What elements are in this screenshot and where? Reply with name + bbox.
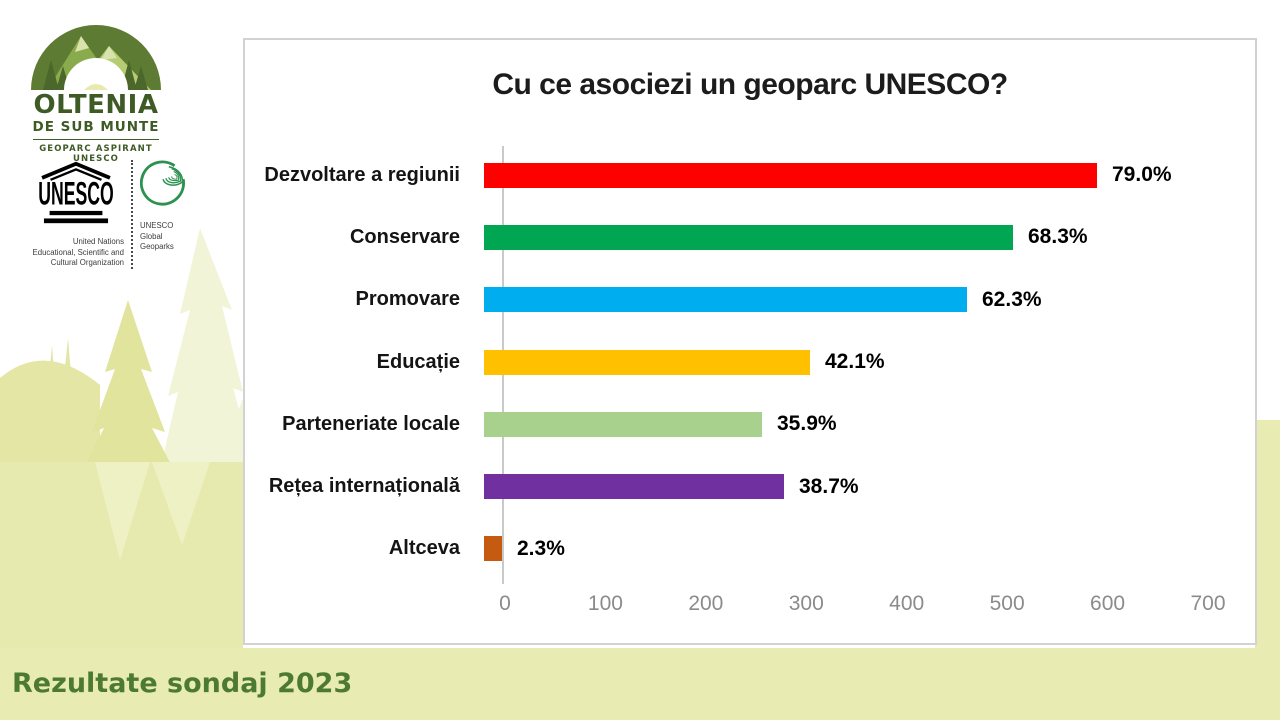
category-label: Educație bbox=[376, 350, 460, 373]
bar-area: 42.1% bbox=[482, 331, 1255, 393]
x-axis-tick: 100 bbox=[587, 592, 623, 615]
bar-area: 79.0% bbox=[482, 144, 1255, 206]
x-axis-tick: 200 bbox=[688, 592, 724, 615]
unesco-org-line: United Nations bbox=[72, 237, 124, 246]
chart-row: Educație 42.1% bbox=[245, 331, 1255, 393]
chart-panel: Cu ce asociezi un geoparc UNESCO? Dezvol… bbox=[243, 38, 1257, 645]
chart-row: Dezvoltare a regiunii 79.0% bbox=[245, 144, 1255, 206]
slide-caption: Rezultate sondaj 2023 bbox=[12, 668, 353, 699]
bar bbox=[484, 162, 1097, 188]
bar-area: 2.3% bbox=[482, 518, 1255, 580]
unesco-temple-icon: UNESCO bbox=[38, 161, 114, 224]
value-label: 38.7% bbox=[799, 474, 859, 498]
bar-area: 35.9% bbox=[482, 393, 1255, 455]
unesco-org-line: Cultural Organization bbox=[50, 258, 124, 268]
geoparks-line: UNESCO bbox=[140, 221, 174, 230]
x-axis-tick: 400 bbox=[889, 592, 925, 615]
value-label: 42.1% bbox=[825, 350, 885, 374]
unesco-logos: UNESCO United Nations Educational, Scien… bbox=[28, 160, 228, 269]
chart-row: Promovare 62.3% bbox=[245, 269, 1255, 331]
category-label: Dezvoltare a regiunii bbox=[264, 163, 460, 186]
value-label: 35.9% bbox=[777, 412, 837, 436]
value-label: 79.0% bbox=[1112, 163, 1172, 187]
chart-row: Rețea internațională 38.7% bbox=[245, 455, 1255, 517]
category-label: Parteneriate locale bbox=[282, 412, 460, 435]
bar bbox=[484, 411, 762, 437]
category-label: Rețea internațională bbox=[268, 475, 460, 498]
dotted-divider bbox=[131, 160, 133, 269]
bar bbox=[484, 536, 502, 562]
geoparks-line: Global bbox=[140, 231, 163, 241]
unesco-temple-label: UNESCO bbox=[38, 174, 113, 211]
x-axis-tick: 500 bbox=[989, 592, 1025, 615]
bar-area: 38.7% bbox=[482, 455, 1255, 517]
x-axis-tick: 300 bbox=[788, 592, 824, 615]
x-axis-tick: 0 bbox=[499, 592, 511, 615]
geoparks-line: Geoparks bbox=[140, 242, 174, 252]
unesco-org-text: United Nations Educational, Scientific a… bbox=[28, 237, 124, 269]
x-axis-tick: 700 bbox=[1190, 592, 1226, 615]
bar-area: 62.3% bbox=[482, 269, 1255, 331]
x-axis-tick: 600 bbox=[1090, 592, 1126, 615]
bar bbox=[484, 474, 784, 500]
value-label: 2.3% bbox=[517, 536, 565, 560]
chart-row: Altceva 2.3% bbox=[245, 518, 1255, 580]
bar-chart: Dezvoltare a regiunii 79.0% Conservare 68.3… bbox=[245, 144, 1255, 580]
logo-tagline: GEOPARC ASPIRANT UNESCO bbox=[39, 144, 153, 164]
bar-area: 68.3% bbox=[482, 206, 1255, 268]
bar bbox=[484, 349, 810, 375]
unesco-global-geoparks-icon bbox=[139, 160, 185, 206]
category-label: Conservare bbox=[349, 225, 460, 248]
bar bbox=[484, 224, 1013, 250]
value-label: 68.3% bbox=[1028, 225, 1088, 249]
category-label: Altceva bbox=[388, 537, 460, 560]
x-axis-ticks: 0 100 200 300 400 500 600 700 bbox=[499, 592, 1226, 618]
unesco-org-line: Educational, Scientific and bbox=[32, 247, 124, 257]
value-label: 62.3% bbox=[982, 287, 1042, 311]
logo-title: OLTENIA bbox=[33, 90, 159, 120]
chart-row: Parteneriate locale 35.9% bbox=[245, 393, 1255, 455]
oltenia-logo: OLTENIA DE SUB MUNTE GEOPARC ASPIRANT UN… bbox=[25, 8, 167, 164]
logo-subtitle: DE SUB MUNTE bbox=[32, 119, 160, 140]
bar bbox=[484, 287, 967, 313]
category-label: Promovare bbox=[355, 288, 461, 311]
chart-row: Conservare 68.3% bbox=[245, 206, 1255, 268]
oltenia-logo-arch-icon bbox=[31, 25, 161, 90]
geoparks-text: UNESCO Global Geoparks bbox=[140, 221, 210, 253]
chart-title: Cu ce asociezi un geoparc UNESCO? bbox=[492, 68, 1008, 101]
